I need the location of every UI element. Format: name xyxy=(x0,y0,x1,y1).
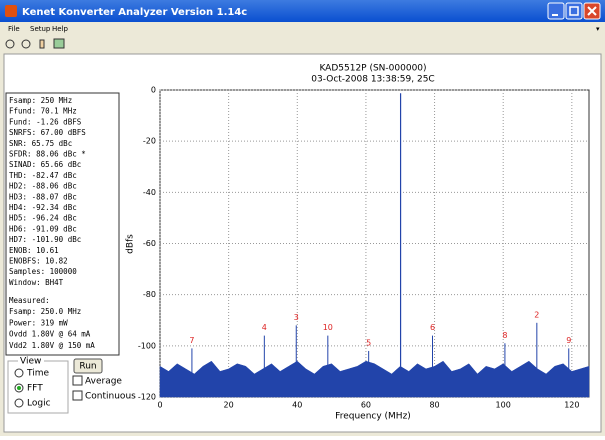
measured-line: Ovdd 1.80V @ 64 mA xyxy=(9,330,91,339)
average-label[interactable]: Average xyxy=(85,377,122,387)
menu-bar: File Setup Help xyxy=(8,25,69,33)
stat-line: SINAD: 65.66 dBc xyxy=(9,160,81,169)
measured-line: Fsamp: 250.0 MHz xyxy=(9,307,81,316)
run-button[interactable] xyxy=(73,358,103,374)
y-tick-label: -20 xyxy=(143,137,156,146)
view-label: View xyxy=(20,357,41,367)
stat-line: HD4: -92.34 dBc xyxy=(9,203,77,212)
radio-dot xyxy=(17,386,21,390)
menu-item[interactable]: Setup xyxy=(30,25,51,33)
x-tick-label: 20 xyxy=(224,401,234,410)
stat-line: ENOBFS: 10.82 xyxy=(9,257,68,266)
x-tick-label: 0 xyxy=(157,401,162,410)
stat-line: HD5: -96.24 dBc xyxy=(9,214,77,223)
menu-item[interactable]: Help xyxy=(52,25,69,33)
stat-line: Ffund: 70.1 MHz xyxy=(9,107,77,116)
group-label-bg xyxy=(18,356,44,365)
measured-line: Power: 319 mW xyxy=(9,318,68,327)
icon xyxy=(569,6,579,16)
stat-line: HD3: -88.07 dBc xyxy=(9,192,77,201)
radio[interactable] xyxy=(14,398,24,408)
stat-line: SNR: 65.75 dBc xyxy=(9,139,72,148)
spur-label: 4 xyxy=(262,323,267,332)
y-tick-label: -80 xyxy=(143,290,156,299)
average-checkbox[interactable] xyxy=(72,375,83,386)
title-bar xyxy=(0,0,605,22)
x-tick-label: 40 xyxy=(292,401,302,410)
zoom-out-icon[interactable] xyxy=(21,39,31,49)
spur-label: 10 xyxy=(323,323,333,332)
spur-label: 9 xyxy=(566,336,571,345)
radio-label[interactable]: FFT xyxy=(27,384,43,394)
cursor-icon[interactable] xyxy=(53,38,65,49)
chart-title: KAD5512P (SN-000000) xyxy=(319,64,426,74)
stat-line: ENOB: 10.61 xyxy=(9,246,59,255)
spur-label: 3 xyxy=(294,313,299,322)
chart-subtitle: 03-Oct-2008 13:38:59, 25C xyxy=(311,75,434,85)
toolbar xyxy=(5,38,65,49)
measured-line: Measured: xyxy=(9,296,50,305)
menu-arrow: ▾ xyxy=(596,25,600,33)
continuous-checkbox[interactable] xyxy=(72,390,83,401)
y-tick-label: -120 xyxy=(138,393,156,402)
maximize-button[interactable] xyxy=(565,2,583,20)
stat-line: Fsamp: 250 MHz xyxy=(9,96,72,105)
mode-radios: Time FFT Logic xyxy=(14,368,51,409)
stat-line: HD7: -101.90 dBc xyxy=(9,235,81,244)
stat-line: HD6: -91.09 dBc xyxy=(9,224,77,233)
fft-chart: KAD5512P (SN-000000) 03-Oct-2008 13:38:5… xyxy=(126,64,590,422)
plot-area xyxy=(159,89,590,398)
spur-label: 5 xyxy=(366,338,371,347)
spur-label: 6 xyxy=(430,323,435,332)
radio-label[interactable]: Logic xyxy=(27,399,51,409)
menu-item[interactable]: File xyxy=(8,25,20,33)
radio-label[interactable]: Time xyxy=(26,369,49,379)
y-axis-label: dBfs xyxy=(126,234,136,254)
minimize-button[interactable] xyxy=(547,2,565,20)
x-tick-label: 120 xyxy=(564,401,579,410)
zoom-in-icon[interactable] xyxy=(5,39,15,49)
y-tick-label: -40 xyxy=(143,188,156,197)
continuous-label[interactable]: Continuous xyxy=(85,392,136,402)
y-tick-label: -100 xyxy=(138,341,156,350)
pan-icon[interactable] xyxy=(39,39,45,49)
stat-line: SNRFS: 67.00 dBFS xyxy=(9,128,86,137)
noise-floor xyxy=(159,360,590,398)
stat-line: THD: -82.47 dBc xyxy=(9,171,77,180)
spur-label: 7 xyxy=(189,336,194,345)
run-label[interactable]: Run xyxy=(79,362,96,372)
icon xyxy=(587,6,597,16)
stat-line: Fund: -1.26 dBFS xyxy=(9,117,82,126)
stat-line: HD2: -88.06 dBc xyxy=(9,182,77,191)
x-axis-label: Frequency (MHz) xyxy=(335,412,411,422)
spur-label: 2 xyxy=(534,310,539,319)
x-tick-label: 100 xyxy=(496,401,511,410)
y-tick-label: 0 xyxy=(151,86,156,95)
stat-line: Samples: 100000 xyxy=(9,267,77,276)
stat-line: Window: BH4T xyxy=(9,278,64,287)
radio[interactable] xyxy=(14,368,24,378)
window-title: Kenet Konverter Analyzer Version 1.14c xyxy=(22,7,247,18)
x-tick-label: 60 xyxy=(361,401,371,410)
app-icon xyxy=(5,5,17,17)
y-tick-label: -60 xyxy=(143,239,156,248)
stat-line: SFDR: 88.06 dBc * xyxy=(9,150,86,159)
stats-panel xyxy=(5,92,120,356)
spur-label: 8 xyxy=(502,331,507,340)
measured-line: Vdd2 1.80V @ 150 mA xyxy=(9,341,95,350)
x-tick-label: 80 xyxy=(429,401,439,410)
